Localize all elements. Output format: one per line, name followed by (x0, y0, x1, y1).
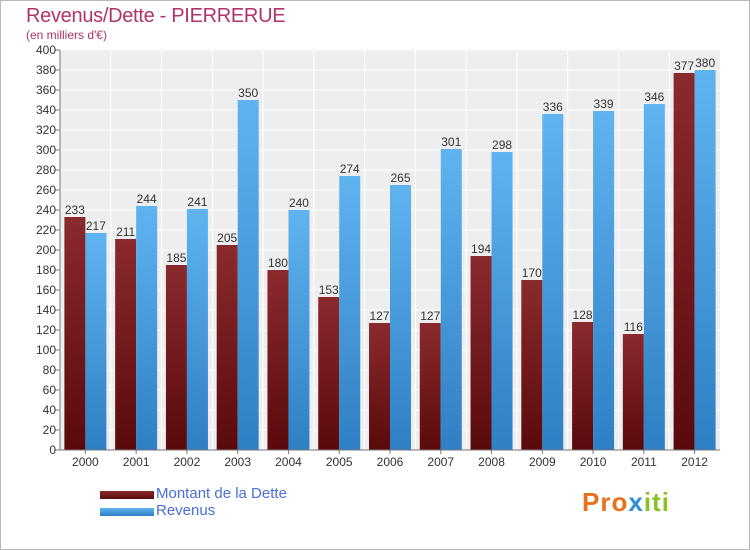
bar-revenue-2004 (288, 210, 310, 450)
data-label-revenue-2009: 336 (543, 100, 563, 114)
x-tick-label: 2003 (224, 455, 251, 469)
bar-debt-2009 (521, 280, 543, 450)
y-tick-label: 400 (36, 43, 56, 57)
x-tick-label: 2012 (681, 455, 708, 469)
y-tick-label: 340 (36, 103, 56, 117)
bar-debt-2011 (622, 334, 644, 450)
bar-revenue-2011 (643, 104, 665, 450)
x-tick-label: 2002 (174, 455, 201, 469)
x-tick-label: 2009 (529, 455, 556, 469)
bar-revenue-2000 (85, 233, 107, 450)
bar-revenue-2010 (593, 111, 615, 450)
legend-swatch-debt (100, 491, 154, 499)
y-tick-label: 240 (36, 203, 56, 217)
data-label-debt-2006: 127 (369, 309, 389, 323)
y-tick-label: 0 (49, 443, 56, 457)
data-label-debt-2007: 127 (420, 309, 440, 323)
y-tick-label: 380 (36, 63, 56, 77)
bar-debt-2001 (115, 239, 137, 450)
bar-revenue-2007 (440, 149, 462, 450)
x-tick-label: 2006 (377, 455, 404, 469)
data-label-debt-2003: 205 (217, 231, 237, 245)
axis-layer: 0 20 40 60 80 100 120 140 160 180 200 220 240 260 280 3… (36, 43, 720, 469)
bar-revenue-2005 (339, 176, 361, 450)
data-label-debt-2009: 170 (522, 266, 542, 280)
bar-revenue-2009 (542, 114, 564, 450)
x-tick-label: 2008 (478, 455, 505, 469)
data-label-revenue-2002: 241 (187, 195, 207, 209)
y-tick-label: 100 (36, 343, 56, 357)
y-tick-label: 40 (43, 403, 57, 417)
chart-title: Revenus/Dette - PIERRERUE (26, 5, 286, 27)
bar-debt-2012 (673, 73, 695, 450)
data-label-revenue-2003: 350 (238, 86, 258, 100)
bar-revenue-2003 (237, 100, 259, 450)
data-label-revenue-2010: 339 (594, 97, 614, 111)
y-tick-label: 360 (36, 83, 56, 97)
x-tick-label: 2004 (275, 455, 302, 469)
data-label-revenue-2001: 244 (137, 192, 157, 206)
legend-label-revenue: Revenus (156, 502, 216, 519)
bar-revenue-2002 (186, 209, 208, 450)
data-label-debt-2001: 211 (116, 225, 135, 239)
bar-debt-2006 (369, 323, 390, 450)
data-label-debt-2002: 185 (166, 251, 186, 265)
bar-debt-2007 (419, 323, 441, 450)
x-tick-label: 2005 (326, 455, 353, 469)
data-label-revenue-2007: 301 (441, 135, 461, 149)
bar-revenue-2001 (136, 206, 158, 450)
data-label-revenue-2008: 298 (492, 138, 512, 152)
x-tick-label: 2001 (123, 455, 150, 469)
y-tick-label: 320 (36, 123, 56, 137)
y-tick-label: 140 (36, 303, 56, 317)
bar-debt-2005 (318, 297, 340, 450)
y-tick-label: 80 (43, 363, 57, 377)
bar-debt-2002 (165, 265, 187, 450)
x-tick-label: 2011 (631, 455, 657, 469)
data-label-debt-2008: 194 (471, 242, 491, 256)
y-tick-label: 200 (36, 243, 56, 257)
data-label-revenue-2004: 240 (289, 196, 309, 210)
data-label-debt-2000: 233 (65, 203, 85, 217)
bar-debt-2008 (470, 256, 492, 450)
x-tick-label: 2007 (427, 455, 454, 469)
proxiti-logo: Proxiti (582, 487, 670, 517)
data-label-debt-2005: 153 (319, 283, 339, 297)
y-tick-label: 60 (43, 383, 57, 397)
y-tick-label: 260 (36, 183, 56, 197)
x-tick-label: 2010 (580, 455, 607, 469)
bar-debt-2003 (216, 245, 238, 450)
y-tick-label: 300 (36, 143, 56, 157)
legend-swatch-revenue (100, 508, 154, 516)
bar-debt-2010 (572, 322, 594, 450)
y-tick-label: 280 (36, 163, 56, 177)
data-label-debt-2011: 116 (624, 320, 643, 334)
x-tick-label: 2000 (72, 455, 99, 469)
data-label-revenue-2000: 217 (86, 219, 106, 233)
data-label-revenue-2012: 380 (695, 56, 715, 70)
bar-revenue-2012 (694, 70, 716, 450)
bars-layer (64, 70, 716, 450)
y-tick-label: 220 (36, 223, 56, 237)
bar-debt-2004 (267, 270, 289, 450)
bar-revenue-2006 (390, 185, 411, 450)
y-tick-label: 180 (36, 263, 56, 277)
data-label-revenue-2011: 346 (644, 90, 664, 104)
y-tick-label: 160 (36, 283, 56, 297)
y-tick-label: 20 (43, 423, 57, 437)
legend-label-debt: Montant de la Dette (156, 485, 287, 502)
chart-subtitle: (en milliers d'€) (26, 28, 107, 42)
bar-revenue-2008 (491, 152, 513, 450)
data-label-debt-2004: 180 (268, 256, 288, 270)
data-label-debt-2010: 128 (573, 308, 593, 322)
data-label-revenue-2005: 274 (340, 162, 360, 176)
data-label-debt-2012: 377 (674, 59, 694, 73)
data-label-revenue-2006: 265 (390, 171, 410, 185)
y-tick-label: 120 (36, 323, 56, 337)
bar-debt-2000 (64, 217, 86, 450)
